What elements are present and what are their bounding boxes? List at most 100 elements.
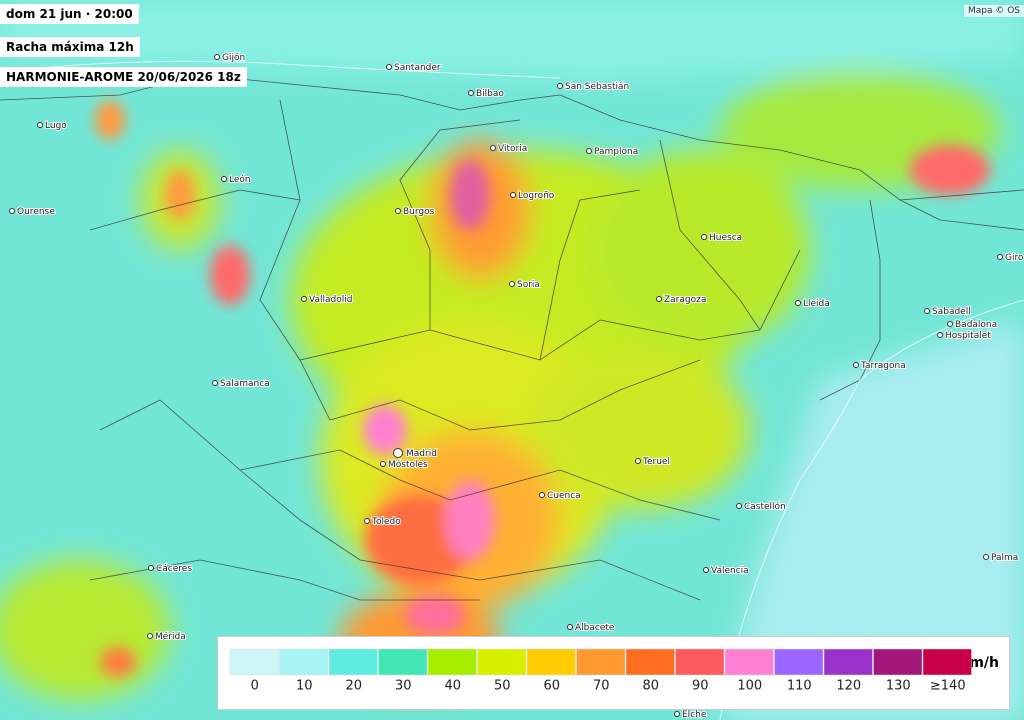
city-label: Madrid [406,449,437,459]
legend-label: 40 [444,679,461,694]
city-marker [147,633,153,639]
legend-label: ≥140 [930,679,966,694]
city-label: Cáceres [156,564,192,574]
city-label: Lugo [45,121,67,131]
legend-label: 60 [543,679,560,694]
legend-swatch [229,648,279,676]
legend-swatch [675,648,725,676]
city-label: Badalona [955,320,997,330]
city-label: Vitoria [498,144,527,154]
map-variable: Racha máxima 12h [0,37,140,57]
city-label: Gijón [222,52,245,63]
city-marker [221,176,227,182]
city-marker [557,83,563,89]
legend: km/h 0 10 20 30 40 50 60 70 80 90 100 110 120 130 ≥140 [217,636,1010,710]
map-datetime: dom 21 jun · 20:00 [0,4,139,24]
city-marker [301,296,307,302]
legend-swatch [427,648,477,676]
legend-label: 100 [737,679,762,694]
city-label: Valladolid [309,295,352,305]
attribution[interactable]: Mapa © OS [963,5,1024,17]
city-marker [539,492,545,498]
legend-swatch [724,648,774,676]
legend-swatch [477,648,527,676]
city-label: Albacete [575,623,615,633]
city-marker [212,380,218,386]
city-label: Palma [991,553,1018,563]
city-label: León [229,174,251,185]
city-marker [490,145,496,151]
city-marker [586,148,592,154]
legend-swatch [378,648,428,676]
legend-label: 20 [345,679,362,694]
city-label: Pamplona [594,147,638,157]
city-marker [795,300,801,306]
legend-label: 120 [836,679,861,694]
city-marker [380,461,386,467]
city-marker [9,208,15,214]
city-marker [37,122,43,128]
legend-swatch [873,648,923,676]
city-label: Zaragoza [664,295,706,305]
city-marker [924,308,930,314]
city-label: Lleida [803,299,830,309]
legend-label: 90 [692,679,709,694]
city-marker [983,554,989,560]
city-marker [736,503,742,509]
city-marker [937,332,943,338]
city-marker [395,208,401,214]
city-marker [674,711,680,717]
city-marker [701,234,707,240]
city-marker [853,362,859,368]
city-marker [214,54,220,60]
legend-label: 80 [642,679,659,694]
city-label: Huesca [709,233,742,243]
legend-swatch [576,648,626,676]
city-marker [510,192,516,198]
legend-swatch [279,648,329,676]
city-label: Valencia [711,566,749,576]
city-label: Hospitalet [945,331,991,341]
city-label: Burgos [403,207,435,217]
city-marker [509,281,515,287]
map-model: HARMONIE-AROME 20/06/2026 18z [0,67,247,87]
legend-label: 0 [251,679,259,694]
city-marker [997,254,1003,260]
legend-swatch [922,648,972,676]
city-marker [567,624,573,630]
city-marker [364,518,370,524]
city-label: Giro [1005,253,1024,263]
city-label: Mérida [155,631,186,642]
city-label: Tarragona [860,361,906,371]
legend-swatch [328,648,378,676]
legend-swatch [526,648,576,676]
city-label: Móstoles [388,459,428,470]
legend-label: 30 [395,679,412,694]
city-marker [703,567,709,573]
legend-label: 130 [886,679,911,694]
city-marker [947,321,953,327]
city-label: Salamanca [220,379,270,389]
city-label: Santander [394,63,441,73]
legend-label: 10 [296,679,313,694]
legend-swatch [823,648,873,676]
legend-label: 50 [494,679,511,694]
legend-label: 110 [787,679,812,694]
city-marker [148,565,154,571]
city-marker [393,448,403,458]
city-marker [656,296,662,302]
city-label: Castellón [744,501,786,512]
city-label: Teruel [642,457,670,467]
city-label: Bilbao [476,89,504,99]
city-label: Soria [517,280,540,290]
city-label: Elche [682,710,707,720]
city-label: San Sebastián [565,82,629,92]
city-label: Cuenca [547,491,581,501]
city-marker [635,458,641,464]
legend-swatch [625,648,675,676]
city-label: Logroño [518,191,555,201]
city-label: Ourense [17,207,55,217]
city-label: Sabadell [932,307,971,317]
city-marker [468,90,474,96]
